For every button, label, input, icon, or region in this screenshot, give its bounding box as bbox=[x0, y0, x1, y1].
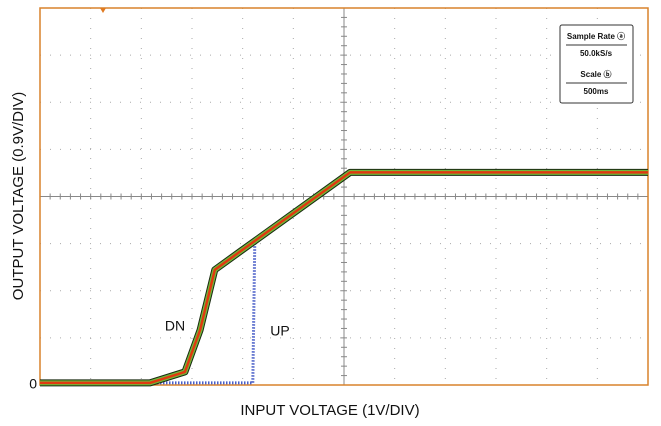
info-label: Scale ⓑ bbox=[580, 69, 611, 79]
trace-label: DN bbox=[165, 318, 185, 334]
trace bbox=[40, 171, 648, 385]
info-label: Sample Rate ⓐ bbox=[567, 31, 625, 41]
plot-frame bbox=[39, 7, 649, 386]
x-axis-label: INPUT VOLTAGE (1V/DIV) bbox=[240, 402, 419, 419]
info-value: 50.0kS/s bbox=[580, 49, 613, 58]
y-tick-label: 0 bbox=[29, 376, 37, 392]
trigger-marker bbox=[100, 8, 106, 13]
y-axis-label: OUTPUT VOLTAGE (0.9V/DIV) bbox=[10, 92, 27, 300]
trace-label: UP bbox=[270, 323, 289, 339]
info-value: 500ms bbox=[584, 87, 609, 96]
